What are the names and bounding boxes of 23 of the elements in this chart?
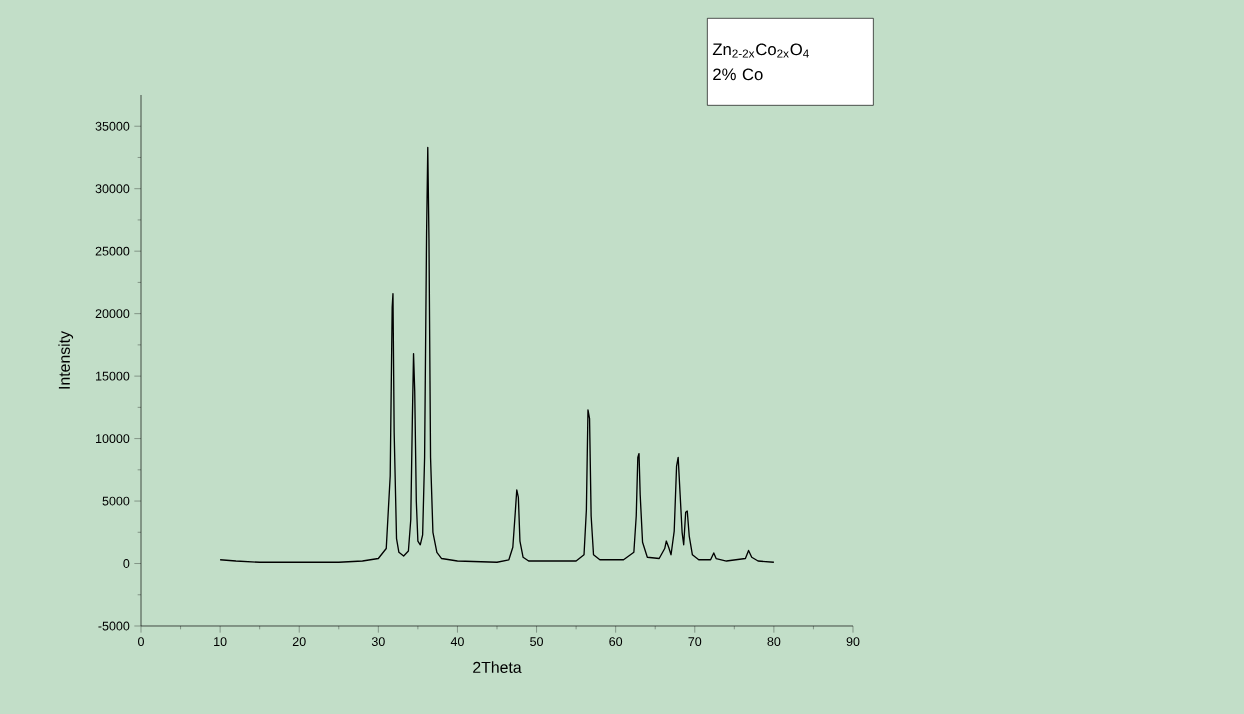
x-tick-label: 50 <box>530 637 544 647</box>
y-tick-label: 30000 <box>95 184 130 194</box>
x-tick-label: 90 <box>846 637 860 647</box>
x-tick-label: 80 <box>767 637 781 647</box>
x-axis-title: 2Theta <box>473 661 522 673</box>
x-tick-label: 30 <box>371 637 385 647</box>
y-tick-label: 35000 <box>95 121 130 131</box>
x-tick-label: 10 <box>214 637 227 647</box>
x-tick-label: 40 <box>450 637 464 647</box>
x-tick-label: 60 <box>609 637 623 647</box>
y-tick-label: 0 <box>123 559 130 568</box>
text: 2% Co <box>713 68 763 81</box>
y-tick-label: 25000 <box>95 246 130 256</box>
y-tick-label: 5000 <box>102 496 130 506</box>
y-tick-label: 15000 <box>96 371 130 381</box>
x-tick-label: 0 <box>138 637 144 647</box>
y-tick-label: 20000 <box>95 309 130 319</box>
y-tick-label: -5000 <box>98 621 130 631</box>
y-axis-title: Intensity <box>58 331 74 389</box>
y-tick-label: 10000 <box>96 434 130 444</box>
text: Zn$_{2-2x}$Co$_{2x}$O$_{4}$ <box>712 43 809 58</box>
x-tick-label: 20 <box>292 637 306 647</box>
x-tick-label: 70 <box>688 637 702 647</box>
